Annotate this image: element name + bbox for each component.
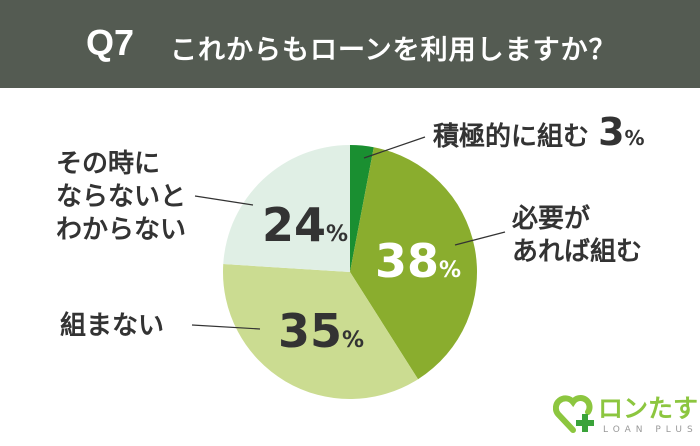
leader-line-0	[363, 136, 426, 159]
pie-slice-0	[350, 145, 374, 272]
logo-text: ロンたす	[598, 394, 699, 423]
logo-subtext: LOAN PLUS	[603, 425, 698, 435]
label-slice-1: 必要が あれば組む	[512, 204, 643, 267]
header: Q7 これからもローンを利用しますか？	[0, 0, 700, 88]
label-slice-0: 積極的に組む 3%	[433, 110, 645, 154]
question-number: Q7	[86, 22, 135, 63]
pie-slice-2	[223, 264, 419, 399]
pie-slice-3	[223, 145, 350, 272]
heart-plus-logo-icon	[553, 395, 594, 433]
label-slice-3: その時に ならないと わからない	[56, 149, 187, 245]
question-title: これからもローンを利用しますか？	[170, 35, 617, 66]
value-label-1: 38%	[375, 234, 462, 288]
leader-line-1	[454, 231, 506, 246]
leader-line-3	[194, 195, 254, 206]
pie-slice-1	[350, 147, 477, 380]
leader-line-2	[191, 324, 261, 330]
label-slice-2: 組まない	[60, 311, 165, 341]
value-label-0: 3%	[598, 110, 645, 154]
value-label-3: 24%	[262, 198, 349, 252]
value-label-2: 35%	[278, 304, 365, 358]
